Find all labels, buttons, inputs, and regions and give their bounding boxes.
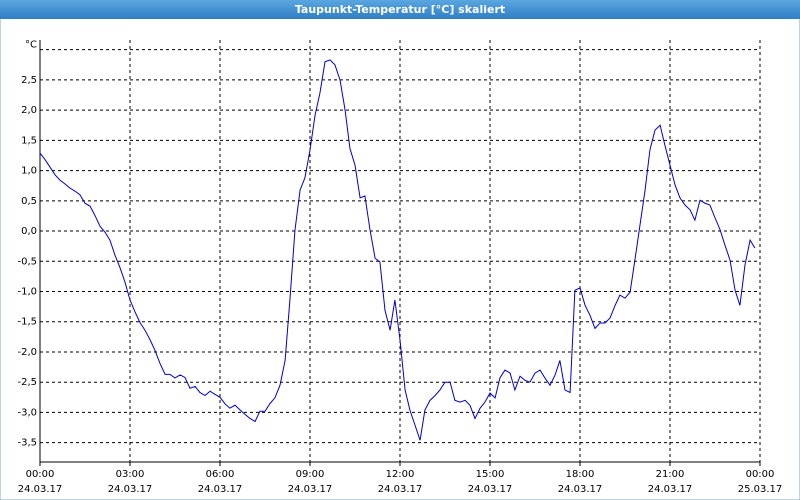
x-tick-label: 06:00 <box>206 469 235 480</box>
y-tick-label: 2,0 <box>21 105 37 116</box>
y-tick-label: -3,5 <box>17 438 37 449</box>
x-tick-label: 09:00 <box>296 469 325 480</box>
x-tick-date: 24.03.17 <box>108 484 153 495</box>
x-tick-label: 03:00 <box>116 469 145 480</box>
chart-title: Taupunkt-Temperatur [°C] skaliert <box>295 3 505 16</box>
y-tick-label: -2,0 <box>17 347 37 358</box>
y-tick-label: -1,5 <box>17 317 37 328</box>
y-tick-label: -2,5 <box>17 377 37 388</box>
x-tick-label: 00:00 <box>746 469 775 480</box>
x-tick-date: 24.03.17 <box>198 484 243 495</box>
y-tick-label: 1,5 <box>21 135 37 146</box>
x-tick-date: 24.03.17 <box>648 484 693 495</box>
y-tick-label: -1,0 <box>17 287 37 298</box>
x-tick-date: 24.03.17 <box>558 484 603 495</box>
x-tick-date: 25.03.17 <box>738 484 783 495</box>
y-tick-label: 1,0 <box>21 166 37 177</box>
x-tick-label: 21:00 <box>656 469 685 480</box>
data-line <box>39 59 756 441</box>
y-tick-label: 0,5 <box>21 196 37 207</box>
x-tick-label: 18:00 <box>566 469 595 480</box>
x-tick-date: 24.03.17 <box>18 484 63 495</box>
x-tick-label: 00:00 <box>26 469 55 480</box>
x-tick-date: 24.03.17 <box>468 484 513 495</box>
y-tick-label: °C <box>25 40 37 51</box>
x-tick-label: 15:00 <box>476 469 505 480</box>
y-tick-label: -3,0 <box>17 407 37 418</box>
x-tick-date: 24.03.17 <box>288 484 333 495</box>
y-tick-label: 2,5 <box>21 75 37 86</box>
x-tick-label: 12:00 <box>386 469 415 480</box>
y-tick-label: -0,5 <box>17 256 37 267</box>
x-tick-date: 24.03.17 <box>378 484 423 495</box>
title-bar <box>0 0 800 19</box>
y-tick-label: 0,0 <box>21 226 37 237</box>
